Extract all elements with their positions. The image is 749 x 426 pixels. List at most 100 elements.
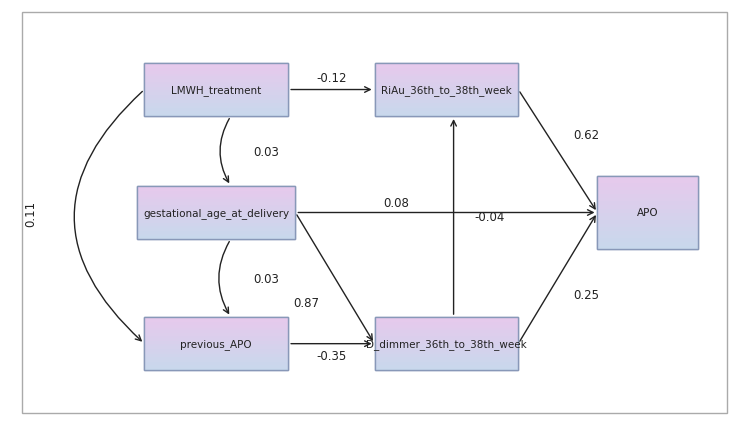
FancyBboxPatch shape (374, 349, 518, 352)
FancyBboxPatch shape (137, 192, 295, 194)
Text: gestational_age_at_delivery: gestational_age_at_delivery (143, 207, 289, 219)
FancyBboxPatch shape (374, 346, 518, 349)
FancyBboxPatch shape (137, 187, 295, 189)
FancyBboxPatch shape (137, 218, 295, 221)
FancyBboxPatch shape (598, 206, 698, 209)
Text: D_dimmer_36th_to_38th_week: D_dimmer_36th_to_38th_week (366, 338, 527, 349)
FancyBboxPatch shape (145, 75, 288, 77)
FancyBboxPatch shape (374, 365, 518, 368)
FancyBboxPatch shape (145, 328, 288, 331)
FancyBboxPatch shape (598, 242, 698, 246)
FancyBboxPatch shape (374, 325, 518, 328)
FancyBboxPatch shape (374, 360, 518, 363)
FancyBboxPatch shape (374, 85, 518, 88)
FancyBboxPatch shape (145, 82, 288, 85)
FancyBboxPatch shape (374, 341, 518, 344)
FancyBboxPatch shape (374, 352, 518, 354)
FancyBboxPatch shape (374, 109, 518, 112)
Text: 0.11: 0.11 (24, 200, 37, 226)
Text: 0.87: 0.87 (293, 296, 319, 309)
Text: previous_APO: previous_APO (181, 338, 252, 349)
FancyBboxPatch shape (598, 176, 698, 250)
FancyBboxPatch shape (374, 331, 518, 333)
FancyBboxPatch shape (374, 339, 518, 341)
Text: 0.03: 0.03 (254, 272, 279, 285)
FancyBboxPatch shape (137, 237, 295, 239)
FancyBboxPatch shape (374, 344, 518, 346)
FancyBboxPatch shape (137, 200, 295, 202)
FancyBboxPatch shape (598, 228, 698, 231)
FancyBboxPatch shape (137, 194, 295, 197)
FancyBboxPatch shape (145, 64, 288, 66)
FancyBboxPatch shape (374, 336, 518, 339)
FancyBboxPatch shape (374, 317, 518, 320)
FancyBboxPatch shape (598, 235, 698, 239)
FancyBboxPatch shape (145, 66, 288, 69)
FancyBboxPatch shape (145, 320, 288, 322)
Text: RiAu_36th_to_38th_week: RiAu_36th_to_38th_week (381, 85, 512, 96)
FancyBboxPatch shape (145, 101, 288, 104)
FancyBboxPatch shape (374, 104, 518, 106)
FancyBboxPatch shape (145, 322, 288, 325)
FancyBboxPatch shape (145, 80, 288, 82)
FancyBboxPatch shape (374, 82, 518, 85)
FancyBboxPatch shape (145, 339, 288, 341)
FancyBboxPatch shape (374, 101, 518, 104)
FancyBboxPatch shape (145, 98, 288, 101)
FancyBboxPatch shape (598, 217, 698, 220)
FancyBboxPatch shape (145, 69, 288, 72)
FancyBboxPatch shape (145, 317, 288, 320)
FancyBboxPatch shape (598, 209, 698, 213)
FancyBboxPatch shape (145, 354, 288, 357)
FancyBboxPatch shape (137, 213, 295, 216)
FancyBboxPatch shape (374, 64, 518, 117)
FancyBboxPatch shape (145, 72, 288, 75)
FancyBboxPatch shape (374, 328, 518, 331)
FancyBboxPatch shape (145, 349, 288, 352)
Text: -0.12: -0.12 (316, 72, 347, 84)
FancyBboxPatch shape (374, 368, 518, 371)
FancyBboxPatch shape (145, 346, 288, 349)
FancyBboxPatch shape (374, 112, 518, 114)
FancyBboxPatch shape (598, 176, 698, 180)
Text: 0.03: 0.03 (254, 145, 279, 158)
FancyBboxPatch shape (374, 98, 518, 101)
FancyBboxPatch shape (374, 322, 518, 325)
FancyBboxPatch shape (137, 210, 295, 213)
FancyBboxPatch shape (145, 109, 288, 112)
FancyBboxPatch shape (598, 198, 698, 202)
FancyBboxPatch shape (137, 208, 295, 210)
Text: -0.04: -0.04 (474, 210, 505, 224)
FancyBboxPatch shape (374, 66, 518, 69)
FancyBboxPatch shape (145, 112, 288, 114)
FancyBboxPatch shape (145, 368, 288, 371)
FancyBboxPatch shape (137, 197, 295, 200)
FancyBboxPatch shape (137, 232, 295, 234)
FancyBboxPatch shape (145, 336, 288, 339)
FancyBboxPatch shape (145, 90, 288, 93)
Text: 0.08: 0.08 (383, 196, 409, 209)
FancyBboxPatch shape (145, 104, 288, 106)
FancyBboxPatch shape (598, 195, 698, 198)
FancyBboxPatch shape (598, 224, 698, 228)
FancyBboxPatch shape (374, 77, 518, 80)
FancyBboxPatch shape (598, 180, 698, 184)
FancyBboxPatch shape (137, 202, 295, 205)
FancyBboxPatch shape (374, 95, 518, 98)
Text: LMWH_treatment: LMWH_treatment (172, 85, 261, 96)
FancyBboxPatch shape (137, 229, 295, 232)
FancyBboxPatch shape (137, 226, 295, 229)
Text: 0.25: 0.25 (574, 288, 600, 301)
FancyBboxPatch shape (145, 363, 288, 365)
FancyBboxPatch shape (598, 239, 698, 242)
Text: -0.35: -0.35 (316, 350, 347, 363)
FancyBboxPatch shape (137, 205, 295, 208)
FancyBboxPatch shape (374, 75, 518, 77)
FancyBboxPatch shape (137, 216, 295, 218)
FancyBboxPatch shape (374, 363, 518, 365)
FancyBboxPatch shape (598, 191, 698, 195)
FancyBboxPatch shape (598, 213, 698, 217)
FancyBboxPatch shape (145, 93, 288, 95)
FancyBboxPatch shape (145, 331, 288, 333)
FancyBboxPatch shape (598, 246, 698, 250)
